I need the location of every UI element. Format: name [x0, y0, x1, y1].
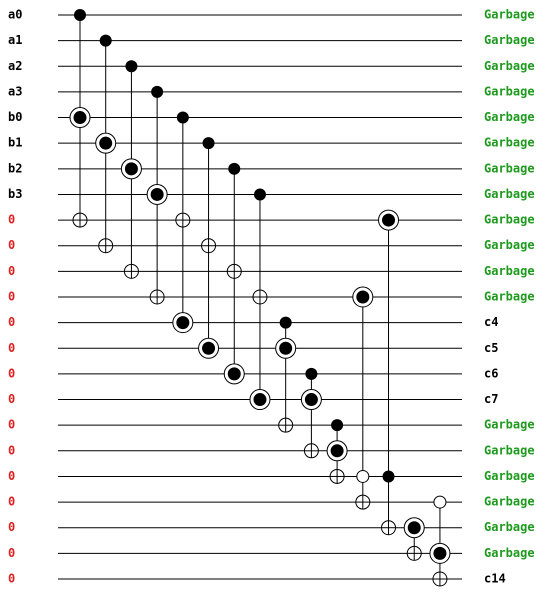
output-label: c7	[484, 392, 498, 406]
input-label: 0	[8, 238, 15, 252]
output-label: Garbage	[484, 418, 535, 432]
output-label: Garbage	[484, 264, 535, 278]
circled-dot	[433, 546, 447, 560]
circled-dot	[382, 213, 396, 227]
circled-dot	[330, 444, 344, 458]
input-label: 0	[8, 546, 15, 560]
output-label: Garbage	[484, 443, 535, 457]
input-label: 0	[8, 213, 15, 227]
input-label: 0	[8, 469, 15, 483]
output-label: Garbage	[484, 8, 535, 22]
input-label: 0	[8, 289, 15, 303]
output-label: Garbage	[484, 136, 535, 150]
output-label: Garbage	[484, 110, 535, 124]
output-label: c5	[484, 341, 498, 355]
input-label: b0	[8, 110, 22, 124]
circled-dot	[73, 111, 87, 125]
output-label: c6	[484, 366, 498, 380]
output-label: Garbage	[484, 213, 535, 227]
output-label: Garbage	[484, 161, 535, 175]
input-label: b3	[8, 187, 22, 201]
circled-dot	[150, 187, 164, 201]
input-label: 0	[8, 418, 15, 432]
control-dot	[279, 316, 292, 329]
input-label: b1	[8, 136, 22, 150]
circled-dot	[99, 136, 113, 150]
circled-dot	[407, 521, 421, 535]
circled-dot	[304, 393, 318, 407]
circled-dot	[356, 290, 370, 304]
input-label: a0	[8, 8, 22, 22]
output-label: Garbage	[484, 33, 535, 47]
output-label: Garbage	[484, 289, 535, 303]
control-dot	[176, 111, 189, 124]
circled-dot	[176, 316, 190, 330]
input-label: 0	[8, 264, 15, 278]
input-label: 0	[8, 520, 15, 534]
control-dot	[253, 188, 266, 201]
control-dot	[382, 470, 395, 483]
control-dot	[151, 85, 164, 98]
control-dot	[202, 137, 215, 150]
open-control	[356, 469, 370, 483]
input-label: 0	[8, 443, 15, 457]
control-dot	[74, 9, 86, 21]
output-label: Garbage	[484, 187, 535, 201]
circled-dot	[253, 393, 267, 407]
circled-dot	[202, 341, 216, 355]
open-control	[433, 495, 447, 509]
input-label: a1	[8, 33, 22, 47]
circled-dot	[124, 162, 138, 176]
output-label: Garbage	[484, 469, 535, 483]
control-dot	[331, 419, 344, 432]
output-label: Garbage	[484, 546, 535, 560]
output-label: Garbage	[484, 59, 535, 73]
output-label: Garbage	[484, 520, 535, 534]
input-label: 0	[8, 571, 15, 585]
output-label: c4	[484, 315, 498, 329]
input-label: a2	[8, 59, 22, 73]
input-label: 0	[8, 392, 15, 406]
input-label: b2	[8, 161, 22, 175]
input-label: 0	[8, 495, 15, 509]
control-dot	[99, 34, 112, 47]
output-label: c14	[484, 571, 506, 585]
control-dot	[125, 60, 138, 73]
output-label: Garbage	[484, 84, 535, 98]
output-label: Garbage	[484, 238, 535, 252]
circled-dot	[279, 341, 293, 355]
input-label: 0	[8, 366, 15, 380]
output-label: Garbage	[484, 495, 535, 509]
circled-dot	[227, 367, 241, 381]
control-dot	[305, 367, 318, 380]
input-label: 0	[8, 341, 15, 355]
input-label: 0	[8, 315, 15, 329]
control-dot	[228, 162, 241, 175]
input-label: a3	[8, 84, 22, 98]
